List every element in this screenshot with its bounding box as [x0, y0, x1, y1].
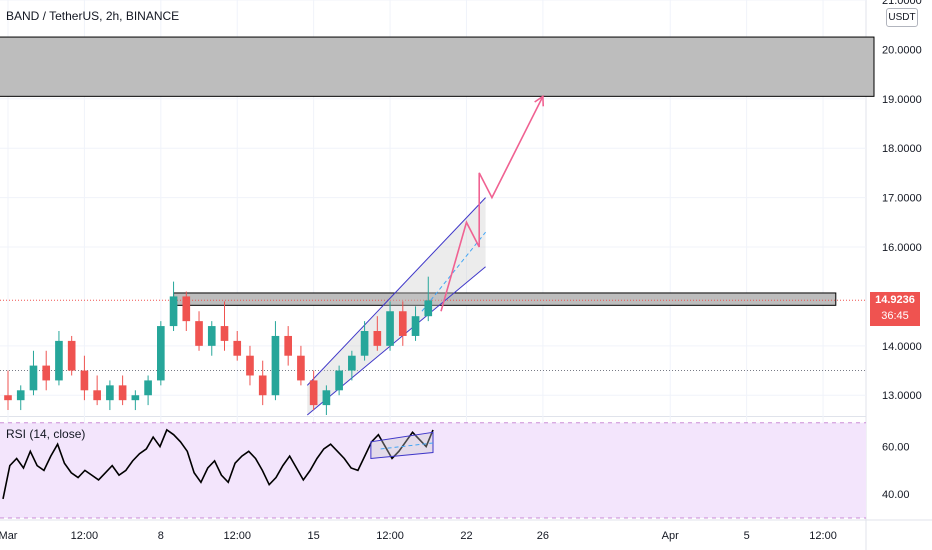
candle-body [233, 340, 242, 356]
channel-upper-line [306, 197, 486, 386]
candle-body [348, 355, 356, 371]
rsi-tick-label: 60.00 [882, 442, 910, 454]
candle-body [118, 385, 127, 401]
y-tick-label: 17.0000 [882, 193, 922, 205]
y-tick-label: 21.0000 [882, 0, 922, 7]
supply-zone-box [0, 36, 875, 97]
x-tick-label: 26 [537, 530, 549, 542]
candle-body [360, 331, 369, 356]
candle-body [80, 370, 89, 391]
x-tick-label: Mar [0, 530, 18, 542]
x-tick-label: 22 [460, 530, 472, 542]
candle-body [335, 370, 343, 391]
projection-arrowhead [534, 94, 545, 107]
candle-body [195, 321, 203, 346]
candle-body [322, 390, 331, 406]
candle-body [29, 365, 38, 391]
candle-body [386, 311, 394, 346]
channel-fill [307, 197, 486, 415]
candle-body [106, 385, 114, 401]
candle-body [55, 340, 63, 381]
candle-body [271, 335, 280, 396]
x-tick-label: 12:00 [809, 530, 837, 542]
y-tick-label: 14.0000 [882, 341, 922, 353]
candle-body [398, 311, 407, 336]
candle-countdown: 36:45 [881, 310, 909, 322]
candle-body [169, 296, 178, 327]
y-tick-label: 19.0000 [882, 94, 922, 106]
candle-body [67, 340, 76, 371]
candle-body [93, 390, 101, 401]
candle-body [258, 375, 267, 396]
candle-body [182, 296, 191, 322]
candle-body [284, 335, 292, 356]
x-tick-label: Apr [662, 530, 679, 542]
candle-body [411, 316, 420, 336]
candle-body [42, 365, 51, 381]
rsi-legend: RSI (14, close) [6, 427, 86, 441]
y-tick-label: 13.0000 [882, 390, 922, 402]
y-tick-label: 18.0000 [882, 143, 922, 155]
x-tick-label: 12:00 [223, 530, 251, 542]
x-tick-label: 12:00 [71, 530, 99, 542]
rsi-line [2, 428, 434, 500]
supply-zone-box [173, 292, 837, 306]
last-price-value: 14.9236 [875, 294, 915, 306]
projection-path [440, 95, 544, 312]
candle-body [424, 300, 433, 317]
candle-body [220, 326, 229, 341]
candle-body [4, 395, 12, 401]
candle-body [16, 390, 25, 401]
rsi-tick-label: 40.00 [882, 489, 910, 501]
candle-body [207, 326, 216, 346]
candle-body [157, 326, 165, 381]
x-tick-label: 12:00 [376, 530, 404, 542]
rsi-channel [370, 431, 434, 460]
x-tick-label: 8 [158, 530, 164, 542]
last-price-badge: 14.9236 36:45 [870, 292, 920, 326]
candle-body [373, 331, 382, 346]
x-tick-label: 5 [744, 530, 750, 542]
candle-body [297, 355, 305, 381]
chart-title: BAND / TetherUS, 2h, BINANCE [6, 9, 180, 23]
x-tick-label: 15 [308, 530, 320, 542]
rsi-channel-mid [380, 442, 434, 450]
channel-mid-line [421, 231, 486, 312]
y-tick-label: 16.0000 [882, 242, 922, 254]
channel-lower-line [306, 266, 486, 416]
candle-body [246, 355, 254, 376]
currency-selector[interactable]: USDT [886, 8, 918, 27]
candle-body [309, 380, 318, 406]
candle-body [131, 395, 140, 401]
candle-body [144, 380, 152, 396]
y-tick-label: 20.0000 [882, 44, 922, 56]
